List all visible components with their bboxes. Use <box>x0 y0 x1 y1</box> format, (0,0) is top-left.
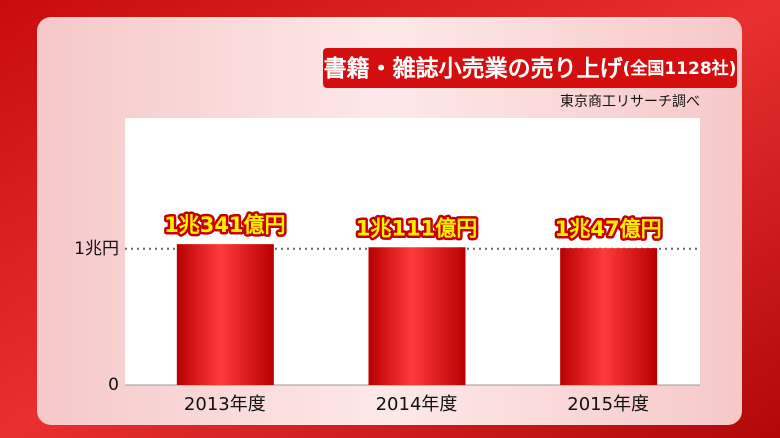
y-tick-label: 0 <box>108 375 119 395</box>
title-main: 書籍・雑誌小売業の売り上げ <box>324 55 624 82</box>
bar <box>560 248 658 385</box>
value-label: 1兆341億円 <box>164 213 285 237</box>
source: 東京商工リサーチ調べ <box>560 94 700 110</box>
value-label: 1兆111億円 <box>356 216 477 240</box>
title-box <box>323 48 737 88</box>
title: 書籍・雑誌小売業の売り上げ(全国1128社) <box>324 55 737 82</box>
bar <box>176 244 274 385</box>
y-tick-label: 1兆円 <box>74 239 119 259</box>
x-tick-label: 2015年度 <box>567 394 649 415</box>
x-tick-label: 2014年度 <box>376 394 458 415</box>
value-label: 1兆47億円 <box>555 217 662 241</box>
subtitle: (全国1128社) <box>623 58 737 79</box>
bar <box>368 247 466 385</box>
x-tick-label: 2013年度 <box>184 394 266 415</box>
